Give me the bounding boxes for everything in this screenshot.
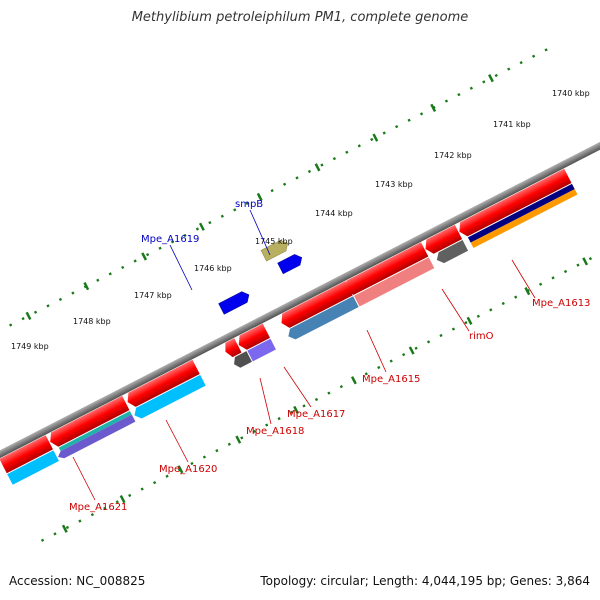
tick-label: 1744 kbp [315, 209, 353, 218]
gene-smpB[interactable] [260, 238, 290, 262]
cds-block[interactable] [222, 338, 242, 359]
label-mpe-a1621: Mpe_A1621 [69, 502, 127, 513]
gene-cyan-edge[interactable] [7, 450, 59, 485]
leader-lines [72, 209, 536, 501]
label-mpe-a1617: Mpe_A1617 [287, 409, 345, 420]
tick-label: 1747 kbp [134, 291, 172, 300]
outer-tick-track [0, 45, 553, 359]
cds-block[interactable] [342, 242, 429, 297]
tick-label: 1745 kbp [255, 237, 293, 246]
gene-orange[interactable] [470, 189, 578, 248]
inner-tick-track [40, 228, 600, 542]
gene-mpe-a1618[interactable] [231, 351, 252, 369]
map-title: Methylibium petroleiphilum PM1, complete… [131, 10, 469, 25]
gene-mpe-a1619[interactable] [218, 289, 252, 315]
tick-label: 1742 kbp [434, 151, 472, 160]
label-smpB: smpB [235, 199, 263, 210]
label-rimO: rimO [469, 331, 494, 342]
gene-row [7, 183, 578, 485]
cds-row [0, 168, 572, 474]
gene-mpe-a1617[interactable] [247, 338, 276, 362]
gene-mpe-a1621[interactable] [56, 414, 136, 461]
major-ticks [25, 74, 589, 533]
label-mpe-a1619: Mpe_A1619 [141, 234, 199, 245]
cds-block[interactable] [456, 168, 572, 239]
minor-ticks-outer [0, 45, 553, 359]
accession-text: Accession: NC_008825 [9, 574, 146, 588]
tick-label: 1740 kbp [552, 89, 590, 98]
tick-label: 1749 kbp [11, 342, 49, 351]
label-mpe-a1620: Mpe_A1620 [159, 464, 217, 475]
gene-labels: smpB Mpe_A1619 Mpe_A1621 Mpe_A1620 Mpe_A… [69, 199, 590, 513]
cds-block[interactable] [124, 359, 200, 409]
gene-mpe-a1621-top[interactable] [58, 411, 132, 452]
gene-navy[interactable] [467, 183, 575, 243]
cds-block[interactable] [235, 323, 271, 352]
genome-backbone [0, 141, 600, 459]
cds-block[interactable] [422, 224, 463, 256]
tick-label: 1748 kbp [73, 317, 111, 326]
gene-mpe-a1620[interactable] [132, 374, 206, 421]
label-mpe-a1618: Mpe_A1618 [246, 426, 304, 437]
forward-genes [218, 238, 305, 315]
topology-text: Topology: circular; Length: 4,044,195 bp… [260, 574, 590, 588]
tick-label: 1743 kbp [375, 180, 413, 189]
label-mpe-a1613: Mpe_A1613 [532, 298, 590, 309]
gene-mpe-a1615[interactable] [286, 296, 359, 341]
label-mpe-a1615: Mpe_A1615 [362, 374, 420, 385]
tick-label: 1741 kbp [493, 120, 531, 129]
cds-block[interactable] [278, 281, 353, 330]
gene-mpe-a1613[interactable] [434, 240, 469, 265]
tick-labels: 1740 kbp 1741 kbp 1742 kbp 1743 kbp 1744… [11, 89, 590, 351]
cds-block[interactable] [47, 395, 130, 449]
cds-block[interactable] [0, 435, 53, 474]
gene-rimO[interactable] [354, 257, 435, 307]
tick-label: 1746 kbp [194, 264, 232, 273]
minor-ticks-inner [40, 228, 600, 542]
gene-small-blue[interactable] [277, 252, 305, 275]
